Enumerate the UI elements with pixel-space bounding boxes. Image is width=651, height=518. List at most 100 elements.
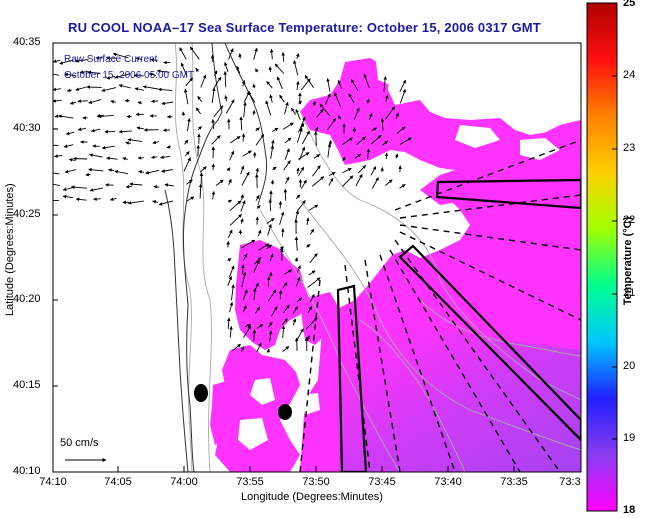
current-vector bbox=[211, 119, 215, 129]
current-vector bbox=[357, 165, 367, 174]
current-vector bbox=[265, 100, 272, 116]
current-vector bbox=[271, 139, 275, 147]
current-vector bbox=[283, 188, 288, 201]
current-vector bbox=[312, 100, 316, 107]
current-vector bbox=[325, 93, 331, 105]
current-vector bbox=[399, 184, 406, 189]
current-vector bbox=[255, 127, 260, 132]
current-vector bbox=[241, 80, 246, 87]
current-vector bbox=[183, 88, 189, 105]
current-vector bbox=[394, 153, 399, 159]
current-vector bbox=[270, 145, 275, 159]
x-tick-label: 74:10 bbox=[39, 476, 67, 488]
current-vector bbox=[268, 66, 273, 72]
current-vector bbox=[348, 93, 355, 103]
current-vector bbox=[399, 88, 406, 104]
current-vector bbox=[314, 131, 318, 146]
current-vector bbox=[88, 99, 102, 104]
current-vector bbox=[267, 289, 277, 302]
current-vector bbox=[298, 166, 305, 177]
current-vector bbox=[149, 58, 158, 62]
current-vector bbox=[240, 200, 246, 212]
current-vector bbox=[307, 277, 321, 288]
current-vector bbox=[309, 253, 318, 264]
current-vector bbox=[254, 306, 261, 314]
current-vector bbox=[283, 160, 291, 171]
current-vector bbox=[242, 289, 248, 301]
current-vector bbox=[266, 244, 272, 250]
current-vector bbox=[272, 166, 277, 171]
current-vector bbox=[266, 348, 270, 353]
current-vector bbox=[399, 137, 412, 145]
current-vector bbox=[380, 167, 384, 173]
current-vector bbox=[75, 197, 87, 202]
current-vector bbox=[255, 195, 260, 202]
current-vector bbox=[293, 60, 299, 76]
current-vector bbox=[186, 117, 191, 132]
current-vector bbox=[307, 306, 313, 314]
current-vector bbox=[229, 150, 235, 161]
current-vector bbox=[256, 342, 262, 353]
colorbar-label: Temperature (°C) bbox=[622, 216, 634, 306]
y-tick-label: 40:15 bbox=[13, 379, 41, 391]
current-vector bbox=[228, 265, 235, 278]
current-vector bbox=[64, 169, 77, 174]
current-vector bbox=[354, 153, 362, 159]
current-vector bbox=[136, 126, 144, 130]
current-vector bbox=[281, 325, 286, 339]
current-vector bbox=[161, 169, 173, 173]
current-vector bbox=[137, 101, 143, 105]
current-vector bbox=[79, 70, 89, 74]
current-vector bbox=[255, 68, 259, 73]
current-vector bbox=[166, 145, 172, 149]
current-vector bbox=[148, 72, 157, 77]
current-vector bbox=[267, 223, 272, 236]
current-vector bbox=[334, 92, 341, 107]
current-vector bbox=[59, 59, 74, 65]
current-vector bbox=[53, 99, 62, 103]
x-tick-label: 73:35 bbox=[500, 476, 528, 488]
colorbar-tick-label: 21 bbox=[623, 287, 636, 299]
current-vector bbox=[134, 87, 144, 91]
current-vector bbox=[184, 139, 189, 145]
current-vector bbox=[70, 185, 87, 189]
current-vector bbox=[271, 306, 278, 317]
current-vector bbox=[64, 72, 77, 77]
current-vector bbox=[385, 179, 393, 186]
current-vector bbox=[97, 114, 114, 119]
current-vector bbox=[110, 100, 116, 104]
current-vector bbox=[370, 166, 377, 176]
current-vector bbox=[305, 317, 318, 330]
current-vector bbox=[157, 87, 173, 92]
current-vector bbox=[327, 143, 332, 158]
survey-boxes bbox=[336, 178, 581, 472]
current-vector bbox=[92, 144, 100, 148]
current-vector bbox=[252, 329, 257, 342]
current-vector bbox=[114, 73, 131, 79]
current-vector bbox=[223, 71, 227, 88]
current-vector bbox=[366, 148, 371, 160]
current-vector bbox=[368, 112, 373, 121]
current-vector bbox=[150, 99, 159, 104]
current-vector bbox=[213, 70, 218, 76]
current-vector bbox=[243, 101, 247, 118]
current-vector bbox=[224, 95, 228, 102]
current-timestamp: October 15, 2006 05:00 GMT bbox=[64, 70, 195, 81]
axis-ticks bbox=[52, 42, 515, 473]
current-vector bbox=[197, 95, 202, 102]
station-marker bbox=[278, 404, 292, 420]
current-vector bbox=[152, 140, 159, 145]
current-vector bbox=[186, 179, 193, 185]
current-vector bbox=[298, 100, 302, 105]
current-vector bbox=[73, 156, 88, 161]
current-vector bbox=[298, 92, 302, 104]
current-vector bbox=[371, 177, 379, 189]
current-vector bbox=[241, 264, 245, 275]
current-vector bbox=[108, 168, 115, 172]
surface-current-vectors bbox=[53, 46, 412, 353]
current-vector bbox=[77, 99, 88, 103]
current-vector bbox=[269, 94, 273, 103]
scale-label: 50 cm/s bbox=[60, 437, 99, 449]
current-vector bbox=[341, 137, 353, 146]
current-vector bbox=[164, 183, 174, 187]
